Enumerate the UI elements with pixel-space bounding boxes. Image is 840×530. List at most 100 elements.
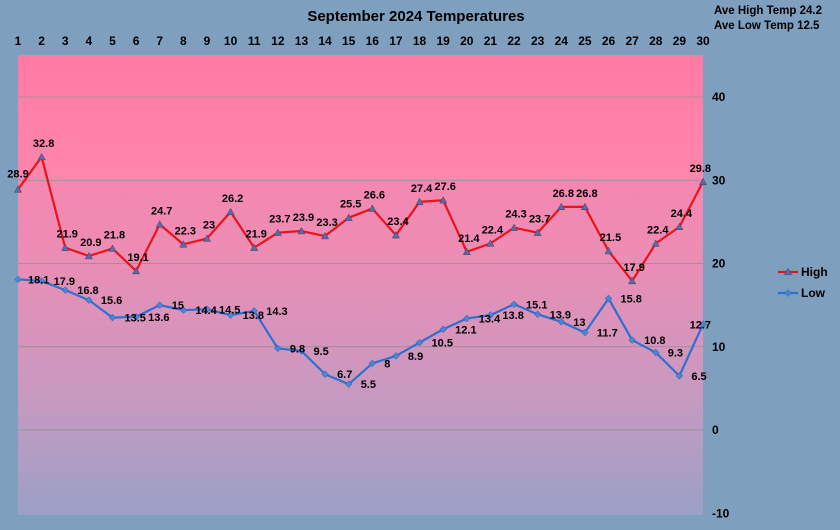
data-point-high [486,239,495,247]
data-label-low: 5.5 [361,379,376,391]
data-point-high [108,244,117,252]
y-tick-label: 20 [712,257,726,271]
data-labels: 28.932.821.920.921.819.124.722.3 2326.221… [7,138,711,391]
data-point-high [179,240,188,248]
data-point-high [557,202,566,211]
data-point-low [14,275,22,284]
data-label-low: 14.3 [266,306,287,318]
data-label-low: 15.8 [621,293,642,305]
data-point-low [132,313,140,321]
data-point-high [155,220,164,228]
x-tick-label: 5 [109,34,116,48]
legend: High Low [778,265,828,300]
x-axis-ticks: 1 2 3 4 5 6 7 8 9 10 11 12 13 14 15 16 17 18 19 20 21 22 23 24 2… [15,34,710,48]
y-tick-label: 30 [712,173,726,187]
data-label-low: 16.8 [77,285,98,297]
x-tick-label: 24 [555,34,569,48]
data-label-high: 20.9 [80,237,101,249]
data-point-high [439,196,448,204]
data-point-low [108,313,117,322]
data-label-low: 10.8 [644,335,665,347]
data-label-high: 27.6 [434,181,455,193]
data-point-low [155,301,164,309]
data-point-low [297,347,306,355]
data-label-high: 24.7 [151,205,172,217]
data-label-low: 14.5 [219,304,240,316]
data-point-high [250,243,259,251]
data-point-low [557,318,566,326]
data-label-high: 21.4 [458,233,480,245]
x-tick-label: 28 [649,34,663,48]
x-tick-label: 22 [507,34,521,48]
data-point-low [439,325,447,334]
x-tick-label: 26 [602,34,616,48]
data-label-high: 29.8 [690,163,711,175]
data-label-low: 8 [384,358,390,370]
y-tick-label: 40 [712,90,726,104]
data-label-low: 9.5 [313,346,328,358]
data-point-high [462,247,471,255]
data-point-low [321,370,329,378]
gridlines [18,96,703,431]
data-label-high: 21.9 [57,229,78,241]
data-point-low [274,344,282,353]
data-label-high: 32.8 [33,138,54,150]
x-tick-label: 19 [436,34,450,48]
data-point-high [391,231,400,239]
data-point-low [581,328,589,337]
data-point-high [580,202,589,211]
y-axis-ticks: -10 0 10 20 30 40 [712,90,730,520]
data-label-high: 19.1 [127,252,148,264]
data-point-low [344,380,353,388]
x-tick-label: 29 [673,34,687,48]
data-label-high: 26.8 [576,188,597,200]
legend-label-high: High [801,265,828,279]
x-tick-label: 4 [86,34,93,48]
data-label-low: 13 [573,317,585,329]
average-low-stat: Ave Low Temp 12.5 [714,20,820,32]
chart-title: September 2024 Temperatures [307,8,524,25]
data-label-low: 6.7 [337,369,352,381]
data-point-high [273,228,282,236]
x-tick-label: 13 [295,34,309,48]
data-label-low: 9.3 [668,348,683,360]
data-label-high: 21.8 [104,230,125,242]
data-point-high [675,222,684,230]
legend-marker-low [784,289,792,297]
x-tick-label: 15 [342,34,356,48]
data-point-low [37,277,46,285]
data-point-high [297,226,306,235]
data-label-high: 25.5 [340,199,361,211]
data-label-high: 22.4 [482,225,504,237]
data-point-low [415,338,424,347]
data-point-low [510,300,518,309]
data-point-high [202,234,211,242]
data-point-low [85,296,93,304]
data-label-high: 23 [203,220,215,232]
data-label-high: 26.2 [222,193,243,205]
data-label-high: 24.3 [505,209,526,221]
data-point-low [250,307,258,315]
data-point-high [37,152,46,161]
data-label-high: 28.9 [7,168,28,180]
data-label-low: 14.4 [195,305,217,317]
data-label-low: 17.9 [54,276,75,288]
data-point-high [13,185,23,193]
data-label-low: 18.1 [28,274,49,286]
data-label-low: 11.7 [597,328,618,340]
data-label-high: 23.7 [269,214,290,226]
average-high-stat: Ave High Temp 24.2 [714,5,822,17]
data-point-high [84,251,93,260]
data-label-high: 23.9 [293,212,314,224]
data-label-high: 26.8 [553,188,574,200]
data-point-high [226,207,235,216]
data-point-low [675,372,684,380]
data-point-low [486,311,495,319]
data-label-low: 15 [172,300,184,312]
x-tick-label: 27 [625,34,639,48]
data-point-high [368,204,377,212]
x-tick-label: 1 [15,34,22,48]
data-point-low [604,294,613,303]
data-label-low: 13.6 [148,312,169,324]
x-tick-label: 12 [271,34,285,48]
